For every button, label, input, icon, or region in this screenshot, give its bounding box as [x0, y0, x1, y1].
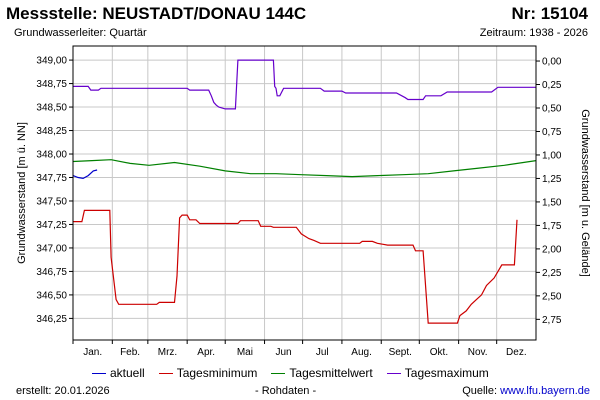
x-tick-label: Mai [237, 347, 253, 358]
page-title: Messstelle: NEUSTADT/DONAU 144C [6, 4, 307, 23]
y2-tick-label: 1,00 [542, 150, 562, 161]
x-tick-label: Feb. [120, 347, 140, 358]
created-date: erstellt: 20.01.2026 [16, 385, 110, 397]
y2-tick-label: 0,75 [542, 127, 562, 138]
source-label: Quelle: [462, 385, 498, 397]
y-tick-label: 349,00 [36, 56, 67, 67]
y-axis-title: Grundwasserstand [m ü. NN] [16, 122, 28, 264]
y-tick-label: 347,25 [36, 220, 67, 231]
series-line-aktuell [72, 169, 98, 180]
aquifer-label: Grundwasserleiter: Quartär [14, 27, 147, 39]
y-tick-label: 346,75 [36, 267, 67, 278]
x-tick-label: Apr. [197, 347, 215, 358]
chart-legend: aktuell Tagesminimum Tagesmittelwert Tag… [92, 366, 489, 380]
y2-tick-label: 1,25 [542, 174, 562, 185]
station-number: Nr: 15104 [511, 4, 588, 23]
legend-swatch-tagesmittelwert [271, 372, 286, 374]
series-line-tagesmittelwert [72, 159, 537, 178]
legend-label-tagesmittelwert: Tagesmittelwert [289, 366, 373, 380]
raw-data-note: - Rohdaten - [255, 385, 317, 397]
y-tick-label: 346,50 [36, 290, 67, 301]
source-link[interactable]: www.lfu.bayern.de [500, 385, 590, 397]
legend-swatch-aktuell [92, 372, 106, 374]
x-tick-label: Sept. [389, 347, 412, 358]
legend-label-tagesminimum: Tagesminimum [176, 366, 258, 380]
x-tick-label: Aug. [351, 347, 372, 358]
series-line-tagesminimum [73, 209, 518, 324]
x-tick-label: Mrz. [158, 347, 177, 358]
source-credit: Quelle: www.lfu.bayern.de [462, 385, 590, 397]
y2-tick-label: 2,25 [542, 268, 562, 279]
x-tick-label: Jul [316, 347, 329, 358]
y2-tick-label: 2,75 [542, 315, 562, 326]
legend-item-tagesmittelwert: Tagesmittelwert [271, 366, 373, 380]
x-tick-label: Dez. [506, 347, 527, 358]
y2-tick-label: 0,25 [542, 80, 562, 91]
legend-item-aktuell: aktuell [92, 366, 145, 380]
series-line-tagesmaximum [73, 59, 536, 110]
y-tick-label: 347,00 [36, 243, 67, 254]
x-tick-label: Jun [276, 347, 292, 358]
y2-tick-label: 1,50 [542, 197, 562, 208]
x-tick-label: Okt. [430, 347, 448, 358]
y-tick-label: 348,75 [36, 79, 67, 90]
y2-tick-label: 2,00 [542, 244, 562, 255]
x-tick-label: Nov. [468, 347, 488, 358]
plot-area [73, 46, 536, 340]
y-tick-label: 347,50 [36, 196, 67, 207]
plot-frame [72, 45, 537, 341]
period-label: Zeitraum: 1938 - 2026 [479, 27, 588, 39]
x-tick-label: Jan. [83, 347, 102, 358]
y-tick-label: 348,00 [36, 150, 67, 161]
y2-tick-label: 0,50 [542, 103, 562, 114]
legend-swatch-tagesminimum [158, 372, 173, 374]
y-tick-label: 346,25 [36, 314, 67, 325]
y2-tick-label: 0,00 [542, 57, 562, 68]
y2-tick-label: 1,75 [542, 221, 562, 232]
legend-label-tagesmaximum: Tagesmaximum [404, 366, 489, 380]
y2-axis-title: Grundwasserstand [m u. Gelände] [579, 109, 591, 277]
y2-tick-label: 2,50 [542, 291, 562, 302]
y-tick-label: 347,75 [36, 173, 67, 184]
legend-item-tagesmaximum: Tagesmaximum [386, 366, 489, 380]
legend-swatch-tagesmaximum [386, 372, 401, 374]
legend-item-tagesminimum: Tagesminimum [158, 366, 258, 380]
y-tick-label: 348,25 [36, 126, 67, 137]
legend-label-aktuell: aktuell [110, 366, 145, 380]
y-tick-label: 348,50 [36, 103, 67, 114]
